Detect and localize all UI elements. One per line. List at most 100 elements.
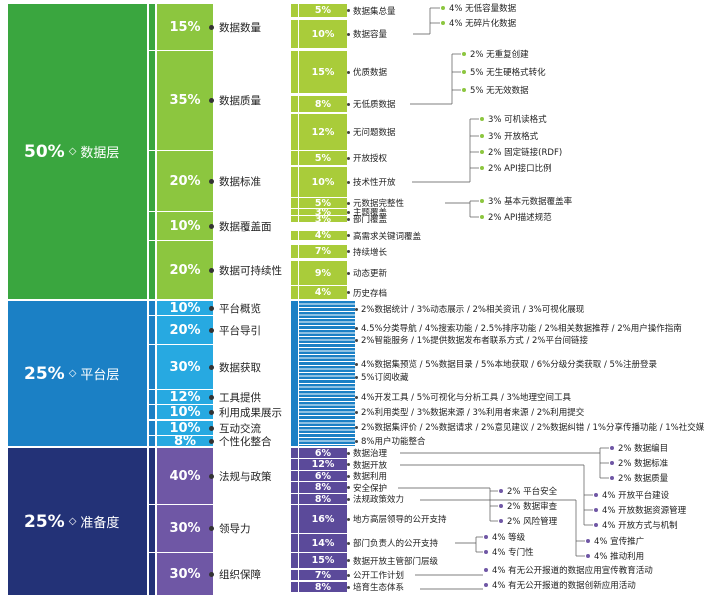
indicator-accent-bar xyxy=(291,151,298,165)
dimension-name: 工具提供 xyxy=(219,391,261,404)
dimension-name: 互动交流 xyxy=(219,422,261,435)
dimension-accent-bar xyxy=(149,241,155,299)
sub-indicator-note: 4% 开放数据资源管理 xyxy=(594,504,686,516)
sub-indicator-text: 4% 开放数据资源管理 xyxy=(602,506,687,516)
bullet-dot xyxy=(347,474,350,478)
indicator-name: 数据开放 xyxy=(353,460,388,471)
indicator-weight-box: 4% xyxy=(299,230,347,241)
dimension-accent-bar xyxy=(149,505,155,552)
dimension-label: 数据可持续性 xyxy=(209,263,282,277)
sub-indicator-note: 2% 数据审查 xyxy=(499,500,557,512)
bullet-dot xyxy=(209,473,214,479)
dimension-accent-bar xyxy=(149,151,155,211)
platform-indicator-text: 2%智能服务 / 1%提供数据发布者联系方式 / 2%平台间链接 xyxy=(361,336,588,346)
sub-indicator-note: 4% 开放平台建设 xyxy=(594,489,669,501)
sub-indicator-note: 2% API描述规范 xyxy=(480,211,552,223)
indicator-label: 优质数据 xyxy=(347,66,387,78)
sub-indicator-text: 3% 可机读格式 xyxy=(488,115,547,125)
dimension-label: 个性化整合 xyxy=(209,434,272,448)
sub-indicator-note: 3% 基本元数据覆盖率 xyxy=(480,195,572,207)
dimension-name: 法规与政策 xyxy=(219,470,272,483)
bullet-dot xyxy=(355,307,358,311)
indicator-label: 开放授权 xyxy=(347,152,387,164)
dimension-weight-box: 30% xyxy=(157,505,213,552)
dimension-label: 法规与政策 xyxy=(209,469,272,483)
bullet-dot xyxy=(480,117,484,121)
indicator-label: 部门覆盖 xyxy=(347,213,387,225)
bullet-dot xyxy=(347,517,350,521)
platform-indicator-text: 2%利用类型 / 3%数据来源 / 3%利用者来源 / 2%利用提交 xyxy=(361,408,585,418)
bullet-dot xyxy=(586,539,590,543)
sub-indicator-text: 3% 基本元数据覆盖率 xyxy=(488,197,573,207)
sub-indicator-text: 2% API描述规范 xyxy=(488,213,552,223)
platform-indicator-row: 4%开发工具 / 5%可视化与分析工具 / 3%地理空间工具 xyxy=(355,391,571,403)
bullet-dot xyxy=(209,178,214,184)
sub-indicator-text: 2% 平台安全 xyxy=(507,487,558,497)
dimension-label: 领导力 xyxy=(209,522,251,536)
bullet-dot xyxy=(209,364,214,370)
dimension-accent-bar xyxy=(149,405,155,419)
sub-indicator-note: 2% API接口比例 xyxy=(480,162,552,174)
bullet-dot xyxy=(586,554,590,558)
bullet-dot xyxy=(347,180,350,184)
dimension-name: 平台概览 xyxy=(219,302,261,315)
indicator-name: 开放授权 xyxy=(353,154,388,164)
dimension-name: 平台导引 xyxy=(219,324,261,337)
dimension-label: 利用成果展示 xyxy=(209,405,282,419)
indicator-label: 数据治理 xyxy=(347,447,387,459)
bullet-dot xyxy=(347,217,350,221)
bullet-dot xyxy=(355,425,358,429)
sub-indicator-text: 2% 无重复创建 xyxy=(470,50,529,60)
layer-weight: 50% xyxy=(24,141,65,162)
bullet-dot xyxy=(594,493,598,497)
dimension-label: 互动交流 xyxy=(209,421,261,435)
layer-weight: 25% xyxy=(24,363,65,384)
bullet-dot xyxy=(499,489,503,493)
indicator-accent-bar xyxy=(291,553,298,568)
bullet-dot xyxy=(347,291,350,294)
bullet-dot xyxy=(480,199,484,203)
dimension-weight-box: 10% xyxy=(157,405,213,420)
platform-accent-bar xyxy=(291,301,298,446)
sub-indicator-note: 3% 可机读格式 xyxy=(480,113,547,125)
bullet-dot xyxy=(347,70,350,74)
indicator-weight-box: 16% xyxy=(299,505,347,533)
indicator-name: 无低质数据 xyxy=(353,100,396,110)
platform-indicator-text: 4%开发工具 / 5%可视化与分析工具 / 3%地理空间工具 xyxy=(361,393,571,403)
dimension-label: 平台概览 xyxy=(209,301,261,315)
bullet-dot xyxy=(347,9,350,12)
sub-indicator-text: 5% 无生硬格式转化 xyxy=(470,68,546,78)
bullet-dot xyxy=(209,98,214,103)
dimension-name: 组织保障 xyxy=(219,568,261,581)
dimension-name: 领导力 xyxy=(219,523,251,535)
bullet-dot xyxy=(209,267,214,273)
dimension-weight-box: 35% xyxy=(157,51,213,150)
sub-indicator-note: 5% 无生硬格式转化 xyxy=(462,66,546,78)
sub-indicator-note: 2% 平台安全 xyxy=(499,485,557,497)
indicator-accent-bar xyxy=(291,505,298,533)
dimension-name: 利用成果展示 xyxy=(219,406,282,419)
sub-indicator-note: 4% 宣传推广 xyxy=(586,535,644,547)
indicator-label: 地方高层领导的公开支持 xyxy=(347,513,447,525)
bullet-dot xyxy=(499,504,503,508)
diamond-icon: ◇ xyxy=(68,516,77,527)
indicator-weight-box: 6% xyxy=(299,448,347,459)
bullet-dot xyxy=(594,523,598,527)
bullet-dot xyxy=(209,526,214,531)
indicator-label: 无问题数据 xyxy=(347,126,396,138)
sub-indicator-text: 2% 固定链接(RDF) xyxy=(488,148,563,158)
layer-name: 平台层 xyxy=(80,368,120,383)
bullet-dot xyxy=(480,215,484,219)
indicator-weight-box: 14% xyxy=(299,534,347,552)
bullet-dot xyxy=(610,446,614,450)
dimension-name: 数据获取 xyxy=(219,361,261,374)
bullet-dot xyxy=(209,327,214,333)
bullet-dot xyxy=(480,150,484,154)
dimension-accent-bar xyxy=(149,553,155,595)
indicator-accent-bar xyxy=(291,216,298,222)
bullet-dot xyxy=(347,486,350,489)
dimension-label: 平台导引 xyxy=(209,323,261,337)
dimension-name: 个性化整合 xyxy=(219,435,272,448)
indicator-name: 法规政策效力 xyxy=(353,495,405,505)
platform-indicator-row: 2%数据统计 / 3%动态展示 / 2%相关资讯 / 3%可视化展现 xyxy=(355,303,584,315)
